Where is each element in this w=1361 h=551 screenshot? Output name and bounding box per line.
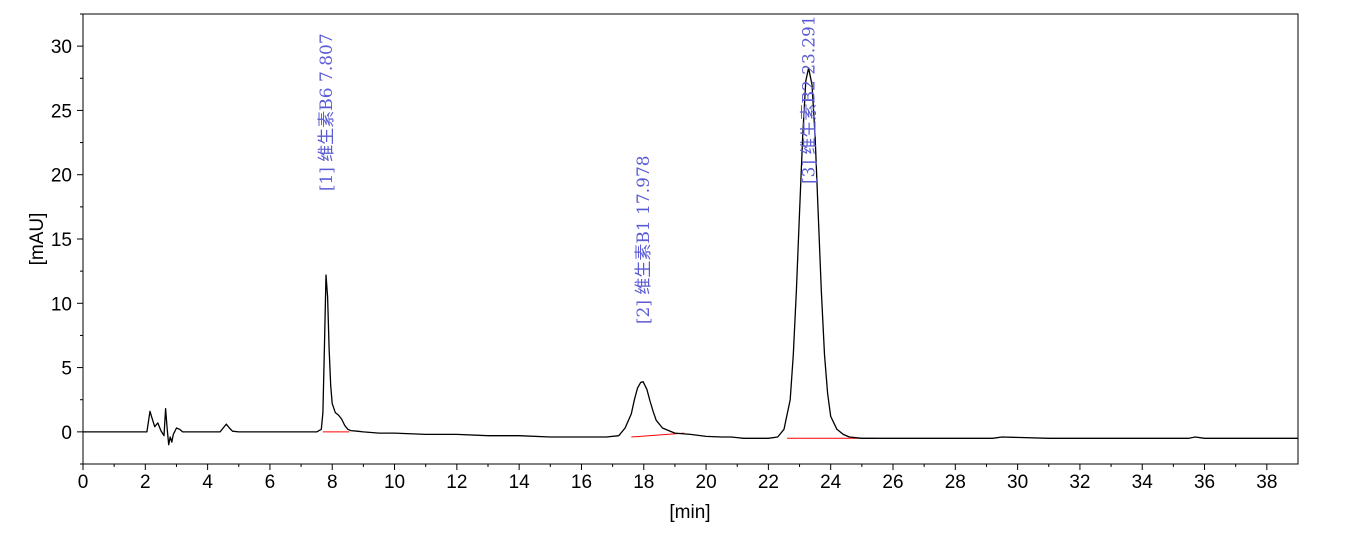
peak-labels: [1] 维生素B6 7.807 [2] 维生素B1 17.978 [3] 维生素B2… — [317, 15, 819, 324]
x-tick-label: 18 — [633, 472, 654, 493]
plot-frame — [82, 13, 1299, 465]
x-tick-label: 4 — [202, 472, 213, 493]
y-axis-title: [mAU] — [27, 213, 48, 266]
peak-label-2: [2] 维生素B1 17.978 — [634, 155, 654, 324]
x-tick-label: 14 — [509, 472, 531, 493]
x-tick-label: 28 — [945, 472, 966, 493]
x-tick-label: 2 — [140, 472, 151, 493]
x-axis-title: [min] — [669, 502, 710, 523]
x-tick-label: 20 — [696, 472, 717, 493]
y-tick-label: 0 — [61, 423, 72, 444]
x-tick-label: 22 — [758, 472, 779, 493]
x-tick-label: 30 — [1007, 472, 1028, 493]
x-tick-label: 34 — [1132, 472, 1154, 493]
y-tick-label: 10 — [51, 294, 72, 315]
signal-trace-line — [83, 67, 1298, 446]
x-tick-label: 12 — [446, 472, 467, 493]
x-tick-label: 0 — [78, 472, 89, 493]
y-tick-label: 15 — [51, 230, 72, 251]
x-tick-label: 6 — [265, 472, 276, 493]
y-tick-label: 5 — [61, 359, 72, 380]
x-tick-label: 38 — [1256, 472, 1277, 493]
peak-label-1: [1] 维生素B6 7.807 — [317, 33, 337, 191]
signal-trace — [83, 67, 1298, 446]
x-tick-label: 10 — [384, 472, 405, 493]
axes: 0 2 4 6 8 10 12 14 16 18 20 22 24 26 28 30 32 34 36 3805101… — [51, 13, 1299, 493]
peak-label-3: [3] 维生素B2 23.291 — [800, 15, 820, 184]
y-tick-label: 20 — [51, 166, 72, 187]
x-tick-label: 8 — [327, 472, 338, 493]
y-tick-label: 25 — [51, 101, 72, 122]
x-tick-label: 24 — [820, 472, 842, 493]
y-tick-label: 30 — [51, 37, 72, 58]
x-tick-label: 26 — [882, 472, 903, 493]
x-tick-label: 36 — [1194, 472, 1215, 493]
x-tick-label: 32 — [1069, 472, 1090, 493]
x-tick-label: 16 — [571, 472, 592, 493]
